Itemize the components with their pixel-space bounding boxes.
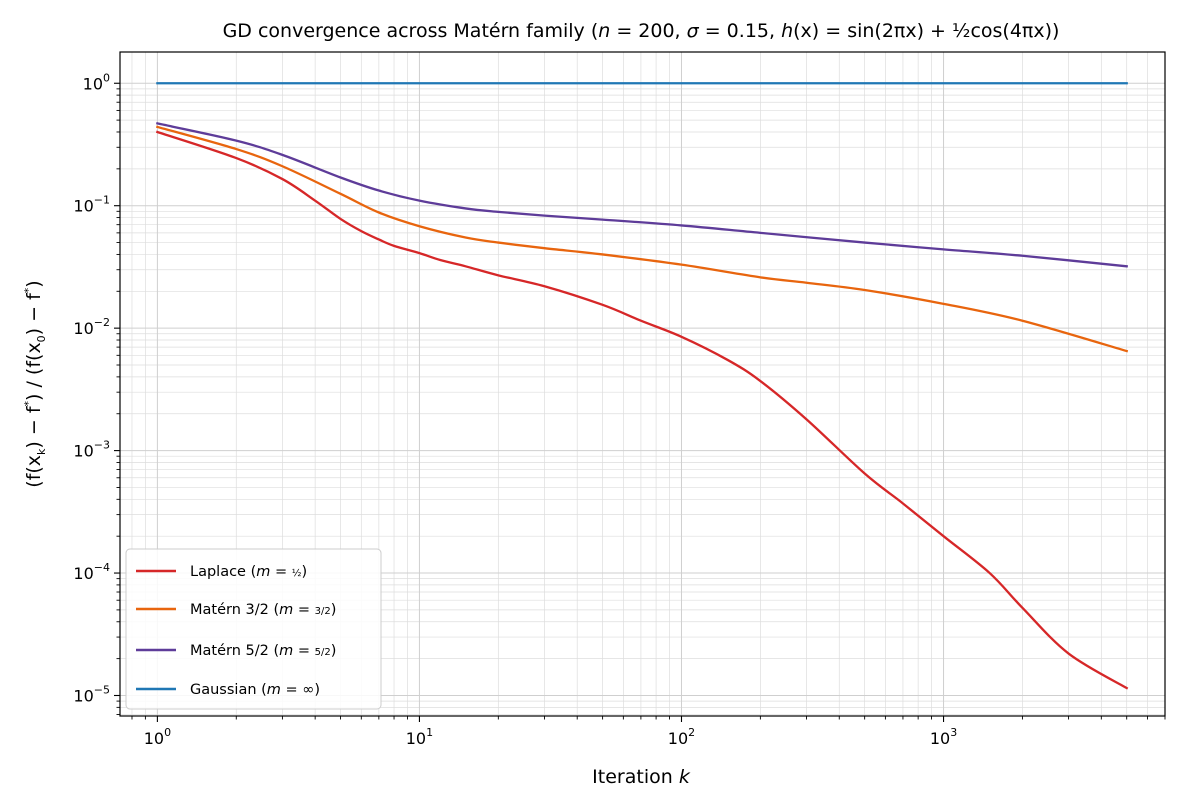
legend-label-laplace: Laplace (m = ½) [190, 564, 307, 580]
legend-box [125, 548, 382, 710]
y-tick-label: 10−4 [73, 561, 110, 583]
minor-grid [120, 52, 1166, 716]
plot-frame [119, 51, 1166, 717]
series-line-matern32 [155, 125, 1129, 353]
legend-entry-matern32: Matérn 3/2 (m = 3/2) [136, 602, 336, 618]
y-tick-label: 10−1 [73, 194, 110, 216]
legend-entry-laplace: Laplace (m = ½) [136, 564, 307, 580]
y-tick-label: 10−5 [73, 683, 110, 705]
legend-label-matern32: Matérn 3/2 (m = 3/2) [190, 602, 336, 618]
legend-entry-matern52: Matérn 5/2 (m = 5/2) [136, 643, 336, 659]
y-tick-label: 10−3 [73, 439, 110, 461]
x-axis-label: Iteration k [592, 766, 691, 788]
series-line-matern52 [156, 122, 1128, 268]
chart-title: GD convergence across Matérn family (n =… [223, 20, 1060, 42]
x-tick-label: 100 [144, 726, 171, 748]
series-line-laplace [155, 130, 1129, 690]
legend-entry-gaussian: Gaussian (m = ∞) [136, 682, 320, 698]
x-tick-label: 103 [930, 726, 957, 748]
x-axis: 100 101 102 103 [131, 716, 1166, 748]
y-tick-label: 10−2 [73, 316, 110, 338]
y-axis: 100 10−1 10−2 10−3 10−4 10−5 [73, 71, 120, 715]
x-tick-label: 101 [406, 726, 433, 748]
legend-label-matern52: Matérn 5/2 (m = 5/2) [190, 643, 336, 659]
legend: Laplace (m = ½) Matérn 3/2 (m = 3/2) Mat… [125, 548, 382, 710]
y-tick-label: 100 [83, 71, 110, 93]
series-layer [155, 82, 1129, 690]
y-axis-label: (f(xk) − f*) / (f(x0) − f*) [22, 280, 48, 487]
x-tick-label: 102 [668, 726, 695, 748]
legend-label-gaussian: Gaussian (m = ∞) [190, 682, 320, 698]
